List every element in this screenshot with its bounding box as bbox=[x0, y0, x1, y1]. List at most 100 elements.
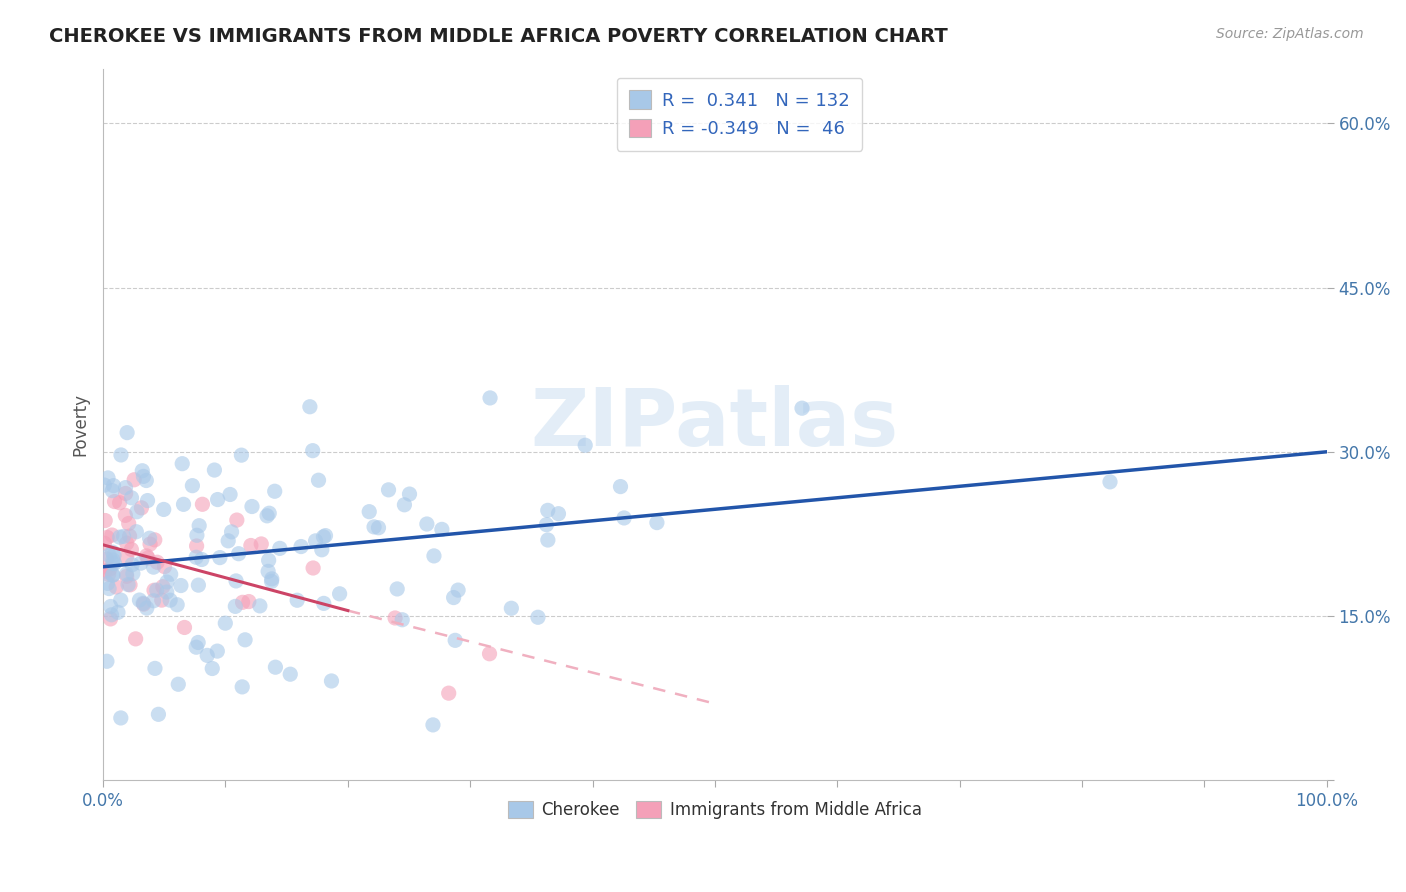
Point bbox=[256, 508, 278, 523]
Point bbox=[101, 567, 124, 582]
Point bbox=[377, 483, 399, 497]
Point bbox=[233, 632, 256, 647]
Point bbox=[257, 565, 280, 579]
Point bbox=[609, 479, 631, 493]
Point bbox=[136, 493, 159, 508]
Point bbox=[100, 612, 122, 626]
Point bbox=[208, 550, 231, 565]
Point bbox=[103, 478, 125, 492]
Point bbox=[132, 469, 155, 483]
Point bbox=[385, 582, 408, 596]
Point bbox=[103, 548, 125, 562]
Text: CHEROKEE VS IMMIGRANTS FROM MIDDLE AFRICA POVERTY CORRELATION CHART: CHEROKEE VS IMMIGRANTS FROM MIDDLE AFRIC… bbox=[49, 27, 948, 45]
Point bbox=[231, 448, 253, 462]
Point bbox=[121, 491, 143, 505]
Point bbox=[138, 531, 160, 545]
Point bbox=[329, 587, 352, 601]
Point bbox=[172, 457, 194, 471]
Point bbox=[136, 551, 159, 566]
Point bbox=[100, 599, 122, 614]
Point bbox=[302, 561, 325, 575]
Point bbox=[645, 516, 668, 530]
Point bbox=[150, 593, 173, 607]
Point bbox=[101, 545, 124, 559]
Point bbox=[312, 596, 335, 610]
Point bbox=[301, 443, 323, 458]
Point bbox=[394, 498, 416, 512]
Point bbox=[359, 505, 381, 519]
Point bbox=[188, 518, 211, 533]
Point bbox=[186, 640, 208, 655]
Point bbox=[121, 558, 143, 572]
Point bbox=[125, 524, 148, 539]
Point bbox=[315, 528, 337, 542]
Point bbox=[139, 537, 162, 551]
Point bbox=[101, 483, 124, 498]
Point bbox=[101, 568, 124, 582]
Point bbox=[100, 607, 122, 622]
Point bbox=[537, 533, 560, 547]
Point bbox=[186, 550, 208, 565]
Point bbox=[153, 559, 176, 574]
Point bbox=[191, 497, 214, 511]
Point bbox=[479, 391, 502, 405]
Point bbox=[107, 606, 129, 620]
Point bbox=[110, 448, 132, 462]
Point bbox=[536, 517, 558, 532]
Point bbox=[304, 533, 326, 548]
Point bbox=[250, 537, 273, 551]
Point bbox=[232, 595, 254, 609]
Point bbox=[422, 718, 444, 732]
Point bbox=[321, 673, 343, 688]
Point bbox=[547, 507, 569, 521]
Point bbox=[416, 516, 439, 531]
Point bbox=[443, 591, 465, 605]
Point bbox=[260, 574, 283, 589]
Point bbox=[239, 539, 262, 553]
Point bbox=[135, 549, 157, 563]
Point bbox=[285, 593, 308, 607]
Point bbox=[125, 505, 148, 519]
Point bbox=[217, 533, 239, 548]
Point bbox=[143, 533, 166, 547]
Point bbox=[264, 660, 287, 674]
Point bbox=[142, 560, 165, 574]
Point bbox=[225, 513, 247, 527]
Text: Source: ZipAtlas.com: Source: ZipAtlas.com bbox=[1216, 27, 1364, 41]
Point bbox=[93, 536, 115, 550]
Point bbox=[391, 613, 413, 627]
Point bbox=[202, 463, 225, 477]
Point bbox=[224, 599, 246, 614]
Point bbox=[257, 506, 280, 520]
Point bbox=[114, 481, 136, 495]
Point bbox=[152, 580, 174, 594]
Point bbox=[110, 593, 132, 607]
Point bbox=[367, 521, 389, 535]
Point bbox=[278, 667, 301, 681]
Point bbox=[148, 707, 170, 722]
Point bbox=[114, 508, 136, 523]
Point bbox=[142, 594, 165, 608]
Point bbox=[173, 620, 195, 634]
Point bbox=[122, 566, 145, 581]
Point bbox=[115, 550, 138, 565]
Point bbox=[159, 593, 181, 607]
Point bbox=[238, 594, 260, 608]
Point bbox=[129, 556, 152, 570]
Point bbox=[115, 536, 138, 550]
Point bbox=[437, 686, 460, 700]
Point bbox=[613, 511, 636, 525]
Point bbox=[290, 540, 312, 554]
Point bbox=[145, 583, 167, 598]
Point bbox=[444, 633, 467, 648]
Point bbox=[98, 562, 121, 576]
Point bbox=[311, 542, 333, 557]
Point bbox=[478, 647, 501, 661]
Point bbox=[537, 503, 560, 517]
Point bbox=[257, 553, 280, 567]
Point bbox=[187, 635, 209, 649]
Point bbox=[132, 597, 155, 611]
Legend: Cherokee, Immigrants from Middle Africa: Cherokee, Immigrants from Middle Africa bbox=[502, 794, 928, 825]
Point bbox=[574, 438, 596, 452]
Point bbox=[101, 553, 124, 567]
